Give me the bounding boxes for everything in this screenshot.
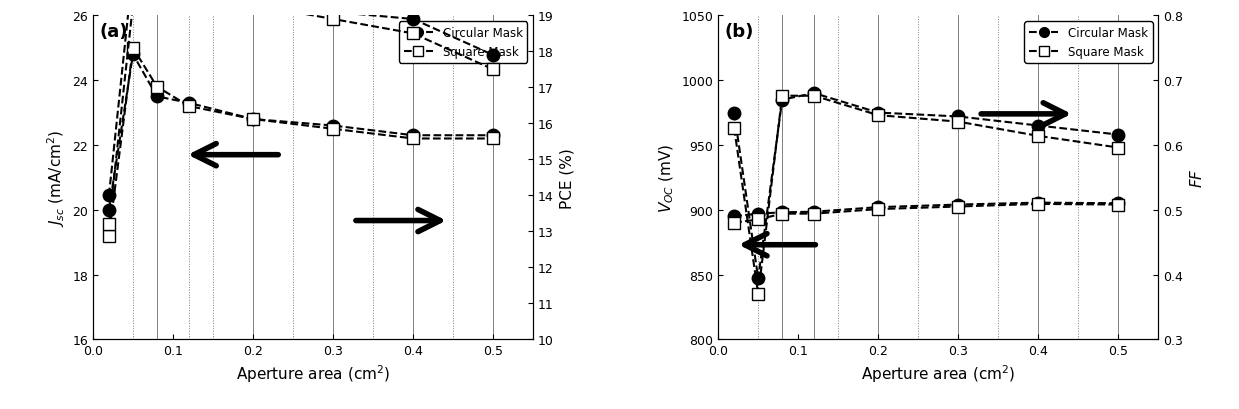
X-axis label: Aperture area (cm$^2$): Aperture area (cm$^2$) [235,363,390,384]
Y-axis label: PCE (%): PCE (%) [560,148,575,208]
Y-axis label: $FF$: $FF$ [1189,168,1204,188]
Legend: Circular Mask, Square Mask: Circular Mask, Square Mask [399,22,528,63]
Y-axis label: $V_{OC}$ (mV): $V_{OC}$ (mV) [658,143,675,213]
Y-axis label: $J_{sc}$ (mA/cm$^2$): $J_{sc}$ (mA/cm$^2$) [45,129,67,227]
Text: (b): (b) [725,23,755,41]
Text: (a): (a) [99,23,128,41]
Legend: Circular Mask, Square Mask: Circular Mask, Square Mask [1025,22,1152,63]
X-axis label: Aperture area (cm$^2$): Aperture area (cm$^2$) [861,363,1016,384]
